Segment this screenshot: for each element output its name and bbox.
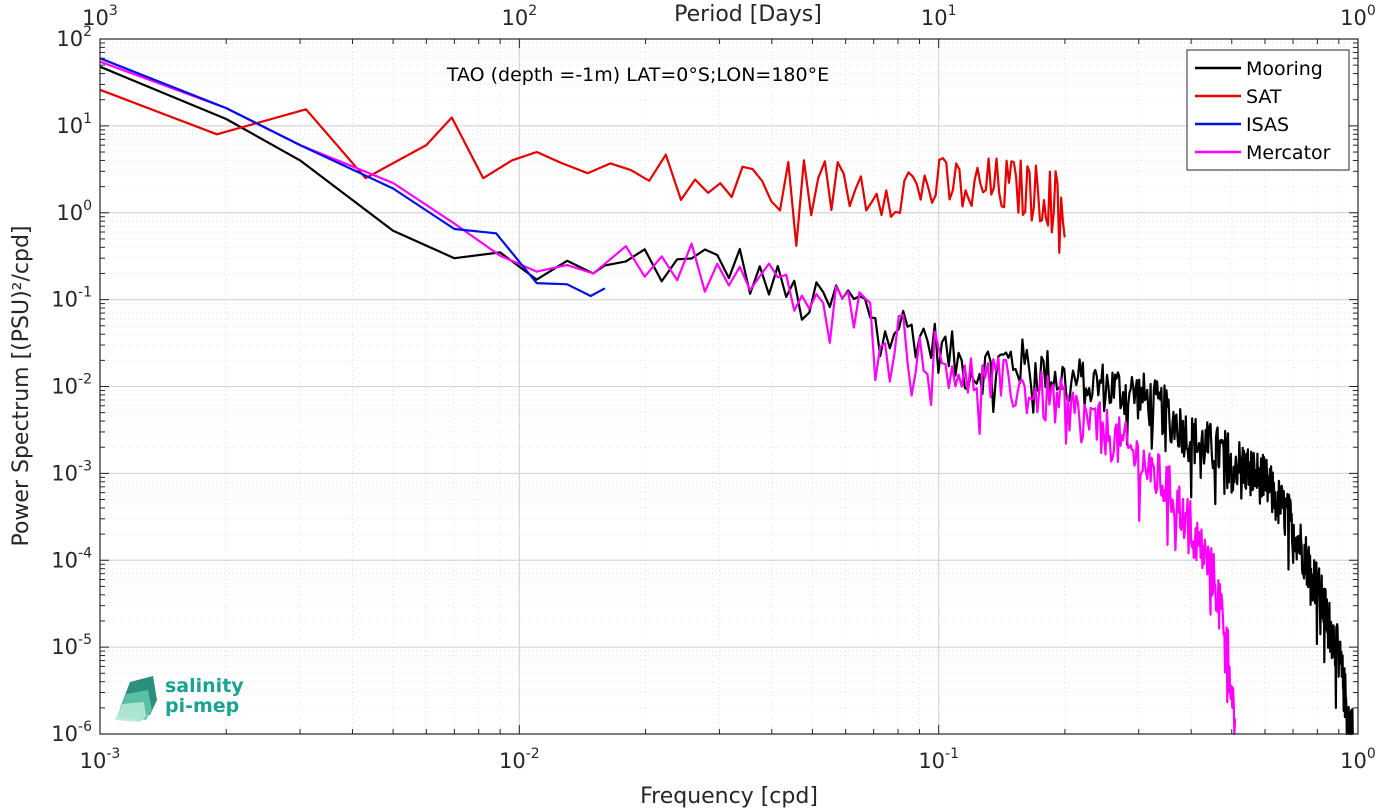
x-tick-label: 10-3 — [80, 746, 121, 773]
y-tick-label: 10-4 — [51, 545, 92, 572]
logo-text-line2: pi-mep — [165, 695, 239, 717]
grid — [99, 38, 1359, 735]
chart-title: TAO (depth =-1m) LAT=0°S;LON=180°E — [446, 64, 829, 86]
y-tick-label: 10-5 — [51, 632, 92, 659]
top-tick-label: 101 — [921, 3, 957, 30]
y-tick-label: 10-6 — [51, 719, 92, 746]
top-tick-label: 100 — [1340, 3, 1376, 30]
logo-text-line1: salinity — [165, 675, 244, 697]
series-line-isas — [99, 57, 606, 298]
series-line-sat — [99, 88, 1066, 254]
ticks — [99, 39, 1358, 735]
x-axis-label: Frequency [cpd] — [640, 784, 818, 809]
series-layer — [99, 57, 1355, 736]
y-tick-label: 101 — [56, 111, 92, 138]
y-tick-label: 10-3 — [51, 458, 92, 485]
legend-label-isas: ISAS — [1246, 114, 1289, 136]
legend-label-sat: SAT — [1246, 86, 1282, 108]
legend-label-mercator: Mercator — [1246, 142, 1331, 164]
x-tick-label: 10-1 — [918, 746, 959, 773]
x-tick-label: 10-2 — [499, 746, 540, 773]
legend: Mooring SAT ISAS Mercator — [1186, 49, 1350, 171]
y-tick-label: 10-1 — [51, 285, 92, 312]
legend-label-mooring: Mooring — [1246, 58, 1323, 80]
top-tick-label: 102 — [502, 3, 538, 30]
salinity-pi-mep-logo: salinity pi-mep — [115, 675, 244, 722]
series-line-mercator — [99, 60, 1237, 736]
x-tick-label: 100 — [1340, 746, 1376, 773]
logo-wave-icon-3 — [115, 702, 146, 722]
y-tick-label: 102 — [56, 24, 92, 51]
legend-box — [1186, 49, 1350, 171]
series-line-mooring — [99, 65, 1355, 736]
y-tick-label: 10-2 — [51, 372, 92, 399]
y-axis-label: Power Spectrum [(PSU)²/cpd] — [9, 225, 34, 546]
y-tick-label: 100 — [56, 198, 92, 225]
top-tick-label: 103 — [82, 3, 118, 30]
top-axis-label: Period [Days] — [674, 2, 822, 27]
